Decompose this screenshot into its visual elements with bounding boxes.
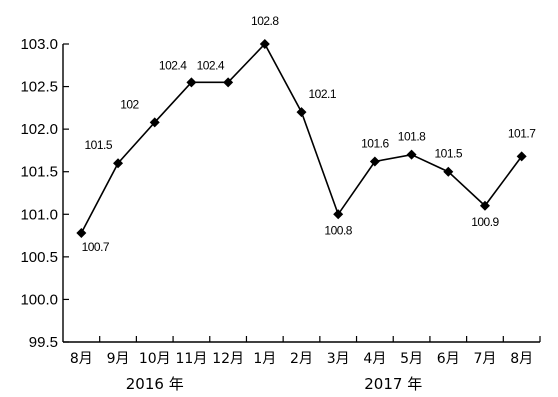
x-tick-label: 7月 xyxy=(474,351,497,367)
y-tick-label: 99.5 xyxy=(29,334,58,351)
y-tick-label: 100.5 xyxy=(20,249,58,266)
y-tick-label: 102.5 xyxy=(20,79,58,96)
data-point-marker xyxy=(259,39,270,49)
data-label: 100.7 xyxy=(82,240,110,254)
data-label: 100.9 xyxy=(471,215,499,229)
x-tick-label: 6月 xyxy=(437,351,460,367)
data-label: 101.8 xyxy=(398,130,426,144)
data-label: 102.4 xyxy=(197,58,225,72)
data-point-marker xyxy=(186,77,197,88)
year-group-labels: 2016 年 2017 年 xyxy=(126,375,422,393)
y-tick-label: 101.5 xyxy=(20,164,58,181)
x-axis-ticks: 8月 9月 10月 11月 12月 1月 2月 3月 4月 5月 6月 7月 8月 xyxy=(70,336,541,367)
data-label: 102.8 xyxy=(251,14,279,28)
data-label: 101.7 xyxy=(508,126,536,140)
data-point-marker xyxy=(516,151,527,162)
data-label: 101.5 xyxy=(85,138,113,152)
axes xyxy=(62,44,540,343)
data-point-marker xyxy=(443,166,454,177)
y-tick-label: 103.0 xyxy=(20,36,58,53)
x-tick-label: 11月 xyxy=(176,351,208,367)
series-line xyxy=(80,42,523,234)
data-point-marker xyxy=(479,200,490,211)
data-point-marker xyxy=(113,158,124,169)
data-point-marker xyxy=(369,156,380,167)
data-label: 102 xyxy=(120,97,139,111)
data-point-marker xyxy=(76,228,87,239)
y-tick-label: 100.0 xyxy=(20,291,58,308)
data-label: 100.8 xyxy=(324,223,352,237)
y-tick-label: 102.0 xyxy=(20,121,58,138)
x-tick-label: 5月 xyxy=(400,351,423,367)
data-label: 101.5 xyxy=(435,147,463,161)
x-tick-label: 8月 xyxy=(70,351,93,367)
data-label: 101.6 xyxy=(361,136,389,150)
data-point-marker xyxy=(149,117,160,128)
x-tick-label: 10月 xyxy=(139,351,171,367)
x-tick-label: 9月 xyxy=(107,351,130,367)
data-label: 102.1 xyxy=(309,87,337,101)
x-tick-label: 8月 xyxy=(510,351,533,367)
y-axis-ticks: 99.5 100.0 100.5 101.0 101.5 102.0 102.5 103.0 xyxy=(20,36,69,351)
year-group-label: 2017 年 xyxy=(364,375,422,393)
plot-area: 100.7 101.5 102 102.4 102.4 102.8 102.1 100.8 10… xyxy=(76,14,537,254)
data-label: 102.4 xyxy=(159,58,187,72)
x-tick-label: 3月 xyxy=(327,351,350,367)
data-point-marker xyxy=(223,77,234,88)
year-group-label: 2016 年 xyxy=(126,375,184,393)
x-tick-label: 4月 xyxy=(363,351,386,367)
x-tick-label: 12月 xyxy=(212,351,244,367)
y-tick-label: 101.0 xyxy=(20,206,58,223)
x-tick-label: 1月 xyxy=(253,351,276,367)
data-point-marker xyxy=(406,149,417,160)
x-tick-label: 2月 xyxy=(290,351,313,367)
data-point-marker xyxy=(296,107,307,118)
data-point-marker xyxy=(333,209,344,220)
